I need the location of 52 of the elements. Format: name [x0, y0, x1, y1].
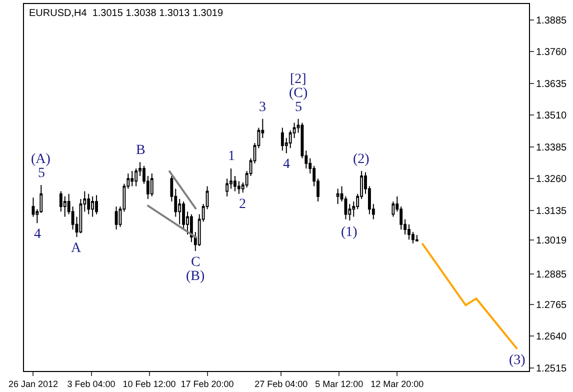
- annotation: (B): [186, 269, 205, 284]
- annotation: (3): [509, 353, 526, 368]
- candlestick: [415, 234, 418, 242]
- annotation: C: [191, 255, 200, 270]
- y-tick-label: 1.2640: [536, 332, 568, 343]
- x-tick-label: 5 Mar 12:00: [315, 378, 364, 389]
- candlestick: [130, 170, 134, 187]
- annotation: B: [136, 143, 146, 158]
- candlestick: [392, 200, 395, 218]
- y-tick-label: 1.2885: [536, 269, 568, 280]
- x-tick-label: 26 Jan 2012: [8, 378, 58, 389]
- annotation: (A): [31, 152, 51, 167]
- y-tick-label: 1.3260: [536, 174, 568, 186]
- annotation: 3: [259, 100, 266, 115]
- annotation: (2): [353, 152, 370, 167]
- y-tick-label: 1.3135: [536, 206, 568, 217]
- candlestick: [91, 196, 94, 218]
- x-tick-label: 10 Feb 12:00: [122, 378, 176, 389]
- annotation: 4: [283, 157, 290, 172]
- chart-title: EURUSD,H4 1.3015 1.3038 1.3013 1.3019: [29, 8, 224, 19]
- y-tick-label: 1.3885: [536, 15, 568, 26]
- x-tick-label: 12 Mar 20:00: [370, 378, 424, 389]
- x-tick-label: 17 Feb 20:00: [180, 378, 234, 389]
- x-tick-label: 3 Feb 04:00: [67, 378, 116, 389]
- y-tick-label: 1.2515: [536, 363, 568, 374]
- candlestick: [87, 193, 90, 215]
- candlestick: [280, 127, 284, 152]
- y-tick-label: 1.3019: [536, 235, 568, 246]
- y-tick-label: 1.2765: [536, 300, 568, 311]
- annotation: 4: [34, 227, 41, 242]
- annotation: 2: [239, 197, 246, 212]
- annotation: 5: [295, 100, 302, 115]
- line-series: [421, 242, 518, 350]
- candlestick: [63, 196, 66, 218]
- y-tick-label: 1.3385: [536, 142, 568, 154]
- annotation: 1: [228, 149, 235, 164]
- y-tick-label: 1.3760: [536, 47, 568, 58]
- x-tick-label: 27 Feb 04:00: [254, 378, 308, 389]
- annotation: A: [71, 241, 82, 256]
- candlestick: [59, 190, 62, 212]
- annotation: 5: [38, 166, 45, 181]
- candlestick: [190, 214, 193, 243]
- candlestick: [114, 206, 118, 230]
- candlestick: [150, 173, 154, 197]
- annotation: [2]: [290, 72, 306, 87]
- candlestick: [336, 188, 340, 205]
- candlestick: [408, 224, 410, 240]
- annotation: (1): [341, 225, 358, 240]
- y-tick-label: 1.3635: [536, 78, 568, 90]
- annotation: (C): [289, 86, 308, 101]
- y-tick-label: 1.3510: [536, 110, 568, 122]
- candlestick: [95, 194, 98, 215]
